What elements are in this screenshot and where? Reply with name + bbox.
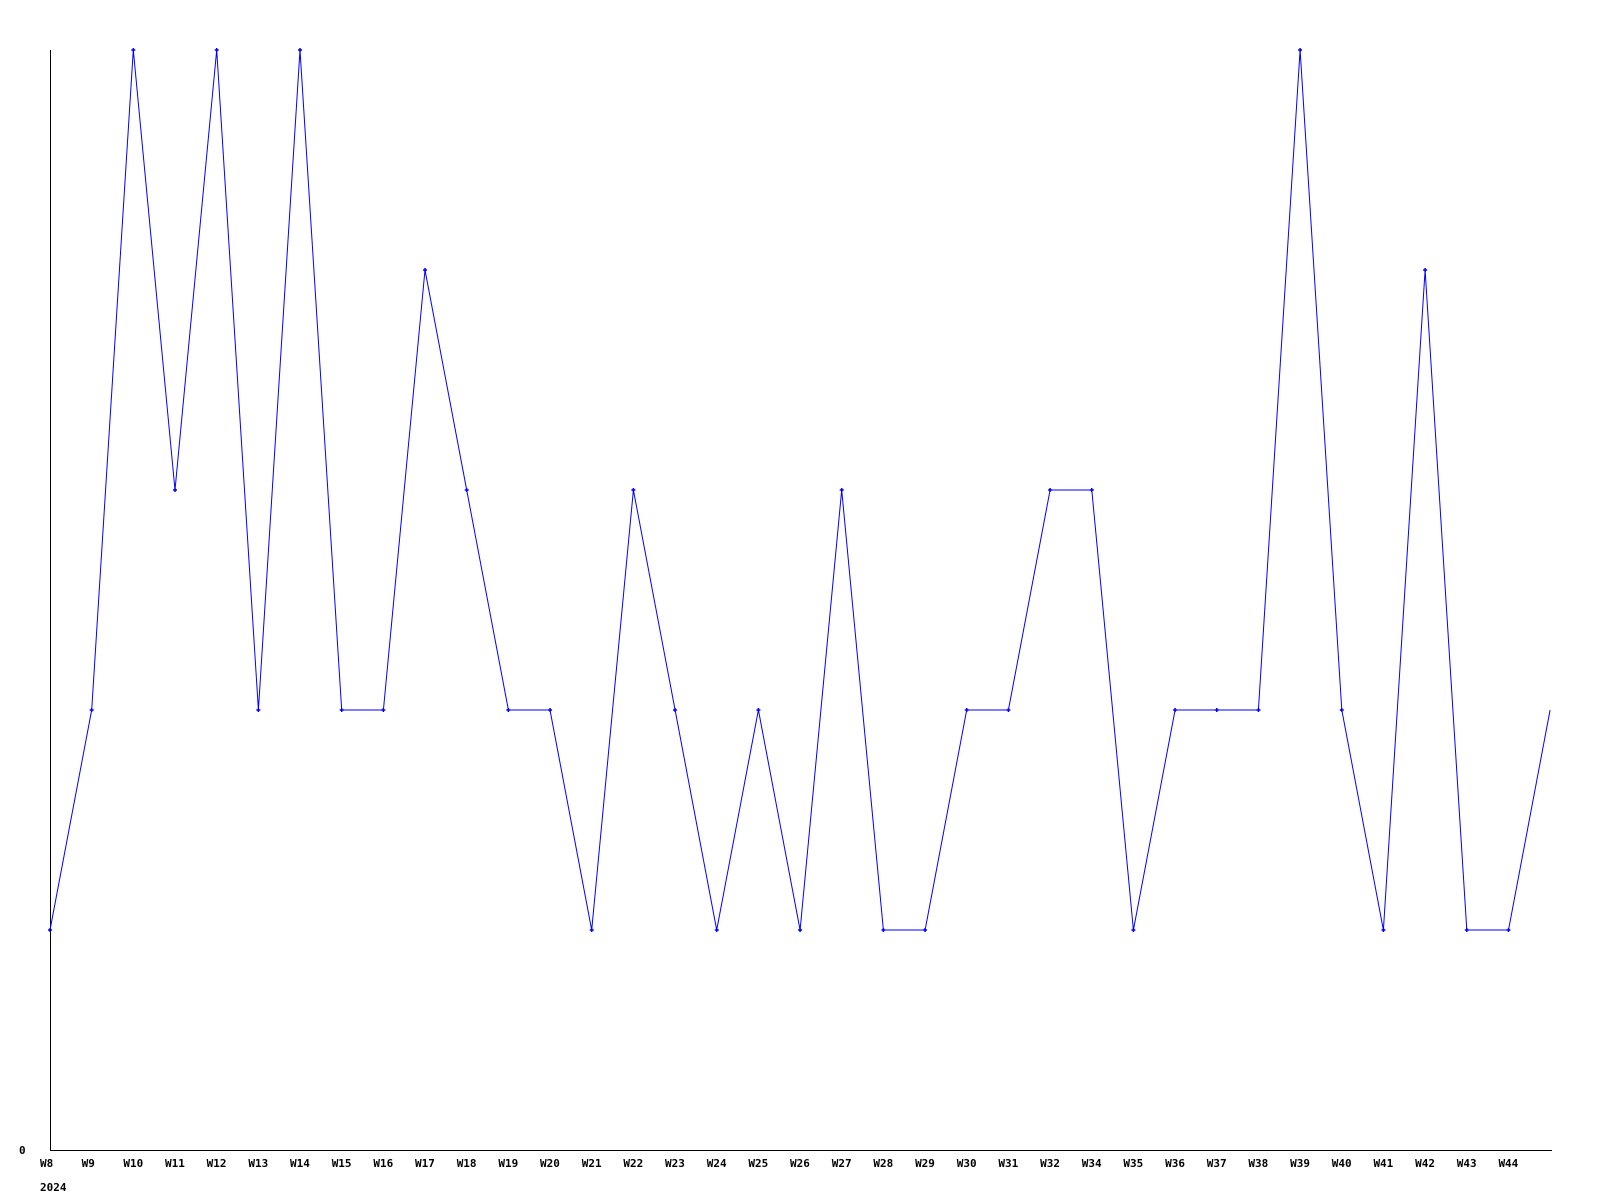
x-tick-label: W40 [1332, 1157, 1352, 1170]
x-tick-label: W30 [957, 1157, 977, 1170]
data-point [1381, 928, 1386, 932]
data-point [589, 928, 594, 932]
x-tick-label: W42 [1415, 1157, 1435, 1170]
x-tick-label: W10 [123, 1157, 143, 1170]
x-tick-label: W23 [665, 1157, 685, 1170]
data-point [214, 48, 219, 52]
x-tick-label: W12 [207, 1157, 227, 1170]
data-point [506, 708, 511, 712]
x-tick-label: W34 [1082, 1157, 1102, 1170]
data-point [464, 488, 469, 492]
x-tick-label: W38 [1248, 1157, 1268, 1170]
x-tick-label: W25 [748, 1157, 768, 1170]
x-tick-label: W21 [582, 1157, 602, 1170]
data-point [1089, 488, 1094, 492]
x-year-label: 2024 [40, 1181, 67, 1194]
x-tick-label: W14 [290, 1157, 310, 1170]
data-point [1423, 268, 1428, 272]
data-point [673, 708, 678, 712]
data-point [756, 708, 761, 712]
x-tick-label: W32 [1040, 1157, 1060, 1170]
x-tick-label: W35 [1123, 1157, 1143, 1170]
data-point [48, 928, 52, 932]
data-point [381, 708, 386, 712]
x-tick-label: W11 [165, 1157, 185, 1170]
x-tick-label: W27 [832, 1157, 852, 1170]
series-line [49, 49, 1551, 931]
data-point [1173, 708, 1178, 712]
data-point [714, 928, 719, 932]
x-tick-label: W20 [540, 1157, 560, 1170]
x-tick-label: W9 [82, 1157, 95, 1170]
x-tick-label: W29 [915, 1157, 935, 1170]
data-point [1464, 928, 1469, 932]
data-point [1214, 708, 1219, 712]
x-tick-label: W28 [873, 1157, 893, 1170]
data-point [1006, 708, 1011, 712]
x-tick-label: W19 [498, 1157, 518, 1170]
data-point [131, 48, 136, 52]
data-point [548, 708, 553, 712]
data-point [89, 708, 94, 712]
x-tick-label: W44 [1498, 1157, 1518, 1170]
data-point [881, 928, 886, 932]
x-tick-label: W26 [790, 1157, 810, 1170]
data-point [798, 928, 803, 932]
data-point [339, 708, 344, 712]
x-tick-label: W37 [1207, 1157, 1227, 1170]
data-point [256, 708, 261, 712]
data-point [964, 708, 969, 712]
data-point [1256, 708, 1261, 712]
x-tick-label: W24 [707, 1157, 727, 1170]
x-tick-label: W39 [1290, 1157, 1310, 1170]
data-point [423, 268, 428, 272]
x-tick-label: W43 [1457, 1157, 1477, 1170]
x-tick-label: W8 [40, 1157, 53, 1170]
x-tick-label: W18 [457, 1157, 477, 1170]
x-tick-label: W17 [415, 1157, 435, 1170]
data-point [1339, 708, 1344, 712]
data-point [839, 488, 844, 492]
data-point [923, 928, 928, 932]
x-tick-label: W41 [1373, 1157, 1393, 1170]
data-point [1048, 488, 1053, 492]
data-point [631, 488, 636, 492]
data-point [1131, 928, 1136, 932]
x-tick-label: W36 [1165, 1157, 1185, 1170]
y-tick-label-0: 0 [19, 1144, 26, 1157]
data-point [1298, 48, 1303, 52]
x-tick-label: W13 [248, 1157, 268, 1170]
x-tick-label: W31 [998, 1157, 1018, 1170]
x-tick-label: W16 [373, 1157, 393, 1170]
x-tick-label: W15 [332, 1157, 352, 1170]
data-point [298, 48, 303, 52]
data-point [1506, 928, 1511, 932]
x-tick-label: W22 [623, 1157, 643, 1170]
data-point [173, 488, 178, 492]
